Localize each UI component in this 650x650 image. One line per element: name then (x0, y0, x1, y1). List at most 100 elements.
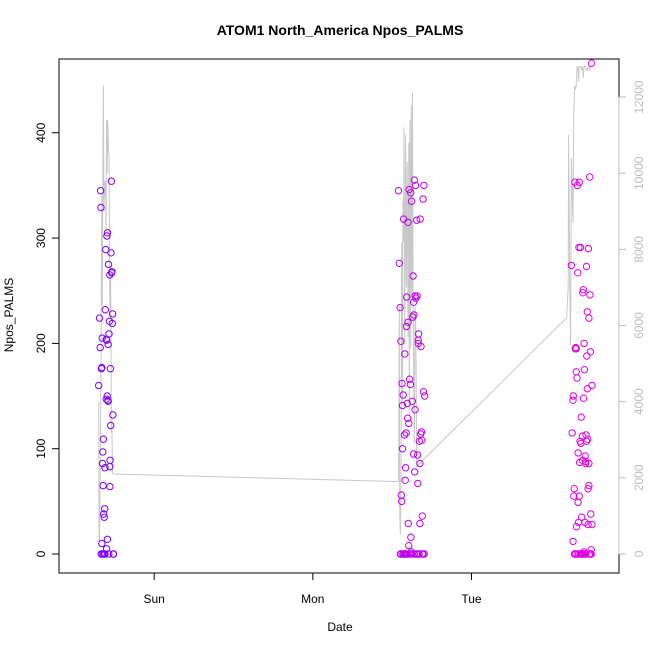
data-point (398, 497, 406, 506)
data-point (413, 216, 421, 224)
data-point (403, 399, 411, 408)
data-point (583, 352, 591, 360)
data-point (416, 215, 424, 223)
data-point (103, 229, 112, 237)
y2-tick-label: 4000 (632, 388, 646, 415)
data-point (414, 479, 422, 488)
data-point (102, 336, 111, 344)
data-point (104, 340, 112, 349)
data-point (99, 448, 107, 456)
data-point (402, 429, 410, 437)
data-point (109, 550, 118, 558)
data-point (103, 392, 111, 400)
y2-tick-label: 8000 (632, 236, 646, 263)
y2-tick-label: 6000 (632, 312, 646, 339)
data-point (585, 481, 593, 490)
data-point (579, 286, 587, 294)
data-point (395, 259, 403, 267)
data-point (578, 513, 586, 521)
y-axis-label: Npos_PALMS (2, 278, 16, 352)
data-point (95, 314, 104, 322)
data-point (403, 293, 411, 301)
data-point (108, 310, 117, 318)
data-point (108, 268, 116, 276)
x-tick-label: Sun (144, 592, 165, 606)
y2-tick-label: 0 (632, 550, 646, 557)
data-point (580, 366, 589, 374)
data-point (398, 401, 407, 410)
data-point (409, 272, 417, 280)
data-point (396, 303, 404, 312)
data-point (421, 392, 429, 400)
data-point (410, 311, 418, 319)
data-point (99, 481, 107, 490)
data-point (107, 177, 116, 185)
data-point (418, 512, 426, 520)
data-point (414, 336, 422, 344)
y-tick-label: 400 (34, 122, 48, 142)
data-point (106, 482, 114, 491)
data-point (416, 459, 424, 468)
data-point (582, 437, 591, 445)
data-point (569, 392, 577, 400)
data-point (394, 187, 403, 195)
data-point (104, 397, 112, 405)
data-point (100, 513, 108, 521)
data-point (410, 176, 419, 184)
data-point (102, 245, 110, 254)
data-point (106, 462, 114, 471)
data-point (567, 261, 576, 270)
data-point (585, 459, 593, 468)
y2-tick-label: 10000 (632, 156, 646, 190)
data-point (575, 492, 583, 500)
data-point (105, 330, 113, 338)
data-point (411, 406, 419, 414)
data-point (570, 550, 579, 558)
x-tick-label: Tue (461, 592, 482, 606)
data-point (103, 232, 111, 240)
data-point (417, 428, 426, 436)
y-tick-label: 100 (34, 438, 48, 458)
data-point (101, 550, 109, 558)
data-point (407, 197, 416, 205)
data-point (413, 550, 422, 558)
data-point (96, 343, 104, 352)
data-point (97, 203, 105, 212)
data-point (569, 396, 577, 404)
y2-tick-label: 12000 (632, 80, 646, 114)
x-axis-label: Date (327, 620, 353, 634)
data-point (104, 260, 113, 269)
data-point (401, 476, 409, 484)
data-point (586, 348, 595, 356)
data-point (576, 243, 585, 252)
data-point (586, 550, 595, 558)
data-point (418, 436, 426, 444)
data-point (98, 363, 106, 372)
data-point (580, 339, 588, 348)
data-point (413, 451, 422, 459)
data-point (404, 318, 412, 326)
series-line-secondary (98, 66, 592, 543)
data-point (400, 431, 409, 439)
data-point (402, 550, 411, 558)
data-point (405, 419, 413, 428)
data-point (102, 395, 111, 403)
data-point (588, 520, 596, 529)
data-point (109, 411, 117, 419)
data-point (405, 375, 414, 383)
data-point (103, 535, 112, 543)
data-point (108, 319, 117, 328)
data-point (569, 537, 577, 546)
data-point (574, 449, 582, 457)
data-point (407, 533, 415, 541)
y-tick-label: 300 (34, 228, 48, 248)
data-point (101, 306, 110, 314)
data-point (401, 350, 409, 358)
data-point (572, 345, 580, 353)
data-point (98, 459, 107, 468)
data-point (586, 291, 594, 299)
data-point (584, 244, 593, 253)
data-point (106, 365, 115, 373)
